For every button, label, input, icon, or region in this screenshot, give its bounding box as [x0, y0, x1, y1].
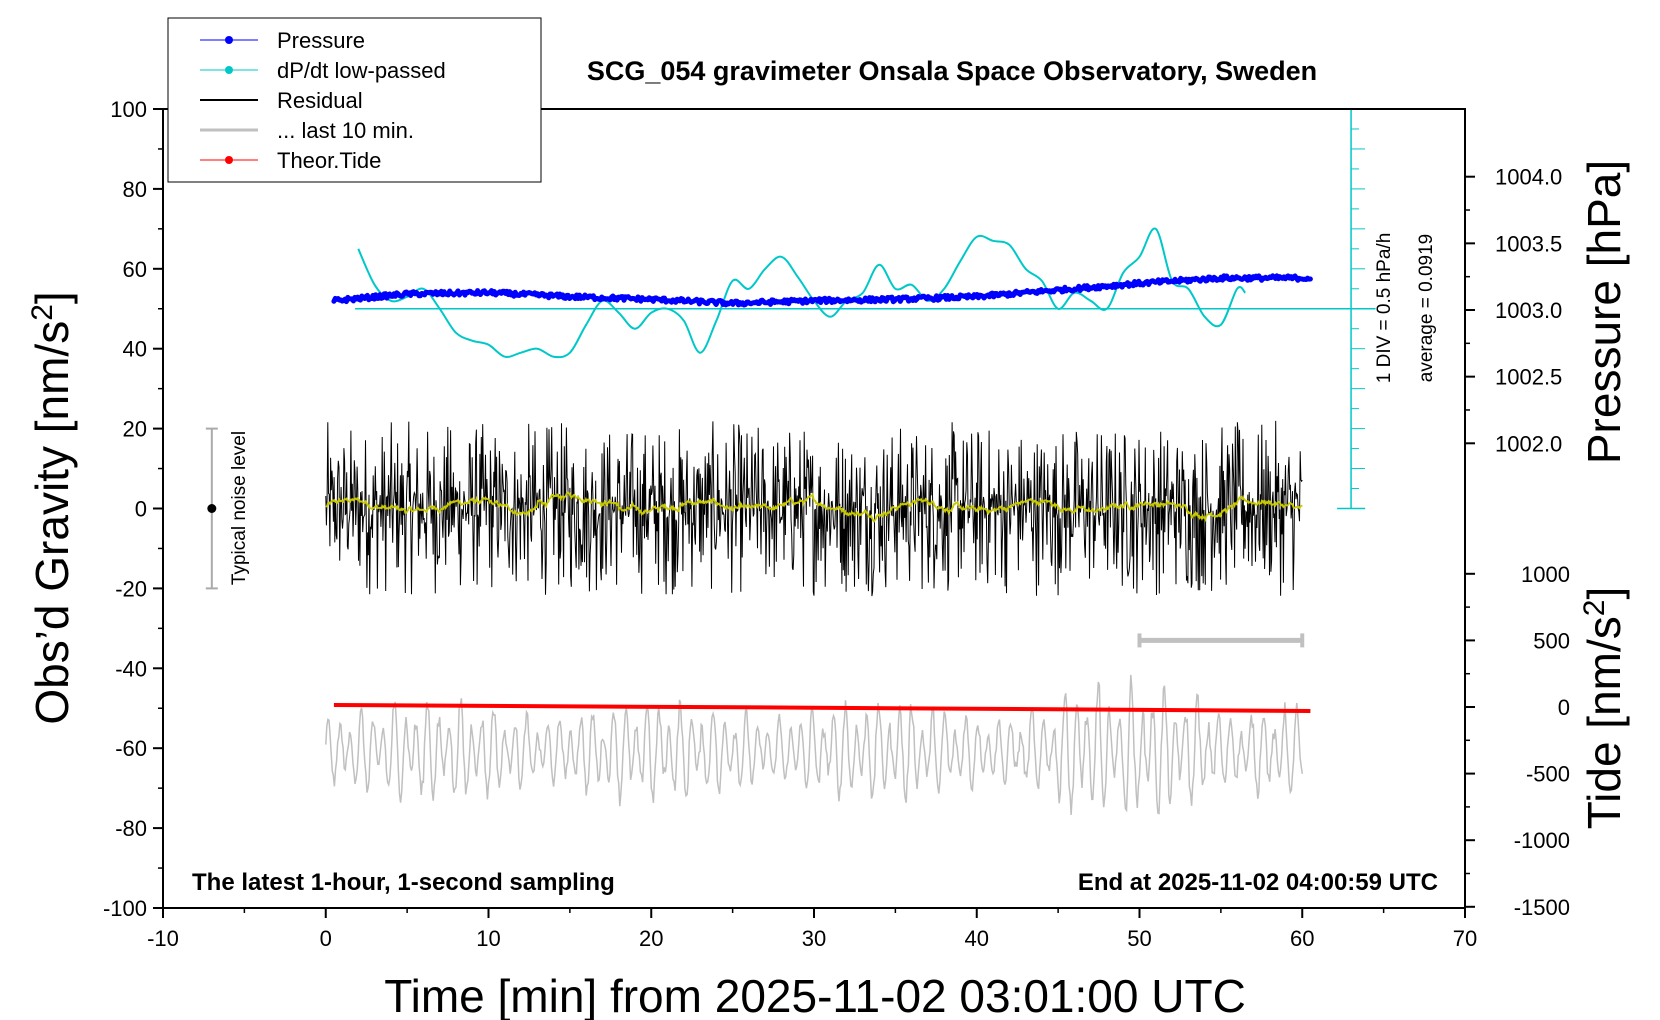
y-tick-label: -60: [115, 736, 147, 761]
x-tick-label: 30: [802, 926, 826, 951]
tide-tick-label: -1000: [1514, 828, 1570, 853]
residual-smoothed-line: [325, 491, 1303, 523]
legend: Pressure dP/dt low-passed Residual ... last…: [167, 17, 542, 183]
y-axis-label-left-exponent: 2: [26, 304, 59, 321]
y-axis-label-pressure: Pressure [hPa]: [1578, 160, 1630, 464]
pressure-tick-label: 1002.0: [1495, 431, 1562, 456]
legend-marker: [225, 66, 233, 74]
x-tick-label: 50: [1127, 926, 1151, 951]
chart-annotations-graphics: [205, 108, 1376, 648]
legend-label: ... last 10 min.: [277, 118, 414, 143]
theoretical-tide-series: [333, 703, 1311, 713]
tide-tick-label: 0: [1558, 695, 1570, 720]
dpdt-series: [357, 227, 1247, 359]
pressure-tick-label: 1003.0: [1495, 298, 1562, 323]
noise-bar-center: [207, 504, 217, 513]
y-tick-label: 80: [123, 177, 147, 202]
x-tick-label: 20: [639, 926, 663, 951]
y-tick-label: 0: [135, 497, 147, 522]
legend-items: Pressure dP/dt low-passed Residual ... last…: [200, 28, 446, 173]
chart-title: SCG_054 gravimeter Onsala Space Observat…: [587, 56, 1317, 86]
pressure-tick-label: 1003.5: [1495, 231, 1562, 256]
legend-label: Pressure: [277, 28, 365, 53]
y-axis-label-tide: Tide [nm/s2]: [1578, 587, 1630, 830]
legend-label: Theor.Tide: [277, 148, 381, 173]
y-axis-label-left: Obs’d Gravity [nm/s2]: [26, 291, 78, 724]
y-axis-label-tide-exponent: 2: [1578, 600, 1611, 617]
legend-label: dP/dt low-passed: [277, 58, 446, 83]
pressure-series: [331, 273, 1313, 308]
y-tick-label: -40: [115, 656, 147, 681]
y-tick-label: -20: [115, 576, 147, 601]
x-tick-label: 70: [1453, 926, 1477, 951]
pressure-tick-label: 1002.5: [1495, 365, 1562, 390]
pressure-line: [331, 273, 1313, 308]
legend-marker: [225, 156, 233, 164]
y-axis-label-left-text: Obs’d Gravity [nm/s: [26, 321, 78, 725]
y-axis-label-left-close: ]: [26, 291, 78, 304]
y-tick-label: 100: [110, 97, 147, 122]
last-10-min-line: [325, 674, 1304, 815]
y-tick-label: 40: [123, 337, 147, 362]
x-tick-label: 0: [320, 926, 332, 951]
tide-tick-label: 1000: [1521, 562, 1570, 587]
tide-tick-label: -1500: [1514, 895, 1570, 920]
y-tick-label: -80: [115, 816, 147, 841]
theoretical-tide-line: [333, 703, 1311, 713]
y-axis-label-tide-close: ]: [1578, 587, 1630, 600]
x-tick-label: 40: [965, 926, 989, 951]
tide-tick-label: 500: [1533, 628, 1570, 653]
end-time-note: End at 2025-11-02 04:00:59 UTC: [1078, 869, 1438, 896]
axes: -10 0 10 20 30 40 50 60 70100806040200-20-40-60-…: [103, 97, 1570, 951]
legend-marker: [225, 36, 233, 44]
dpdt-scale-label: 1 DIV = 0.5 hPa/h: [1374, 233, 1395, 384]
dpdt-average-label: average = 0.0919: [1416, 234, 1437, 382]
tide-tick-label: -500: [1526, 762, 1570, 787]
y-tick-label: 60: [123, 257, 147, 282]
residual-series: [325, 420, 1303, 597]
y-tick-label: -100: [103, 896, 147, 921]
sampling-note: The latest 1-hour, 1-second sampling: [192, 869, 615, 896]
pressure-tick-label: 1004.0: [1495, 165, 1562, 190]
noise-level-label: Typical noise level: [229, 431, 250, 585]
legend-label: Residual: [277, 88, 363, 113]
x-axis-label: Time [min] from 2025-11-02 03:01:00 UTC: [384, 970, 1246, 1020]
x-tick-label: 60: [1290, 926, 1314, 951]
y-tick-label: 20: [123, 417, 147, 442]
last-10-min-series: [325, 674, 1304, 815]
x-tick-label: 10: [476, 926, 500, 951]
y-axis-label-tide-text: Tide [nm/s: [1578, 616, 1630, 829]
x-tick-label: -10: [147, 926, 179, 951]
dpdt-line: [357, 227, 1247, 359]
